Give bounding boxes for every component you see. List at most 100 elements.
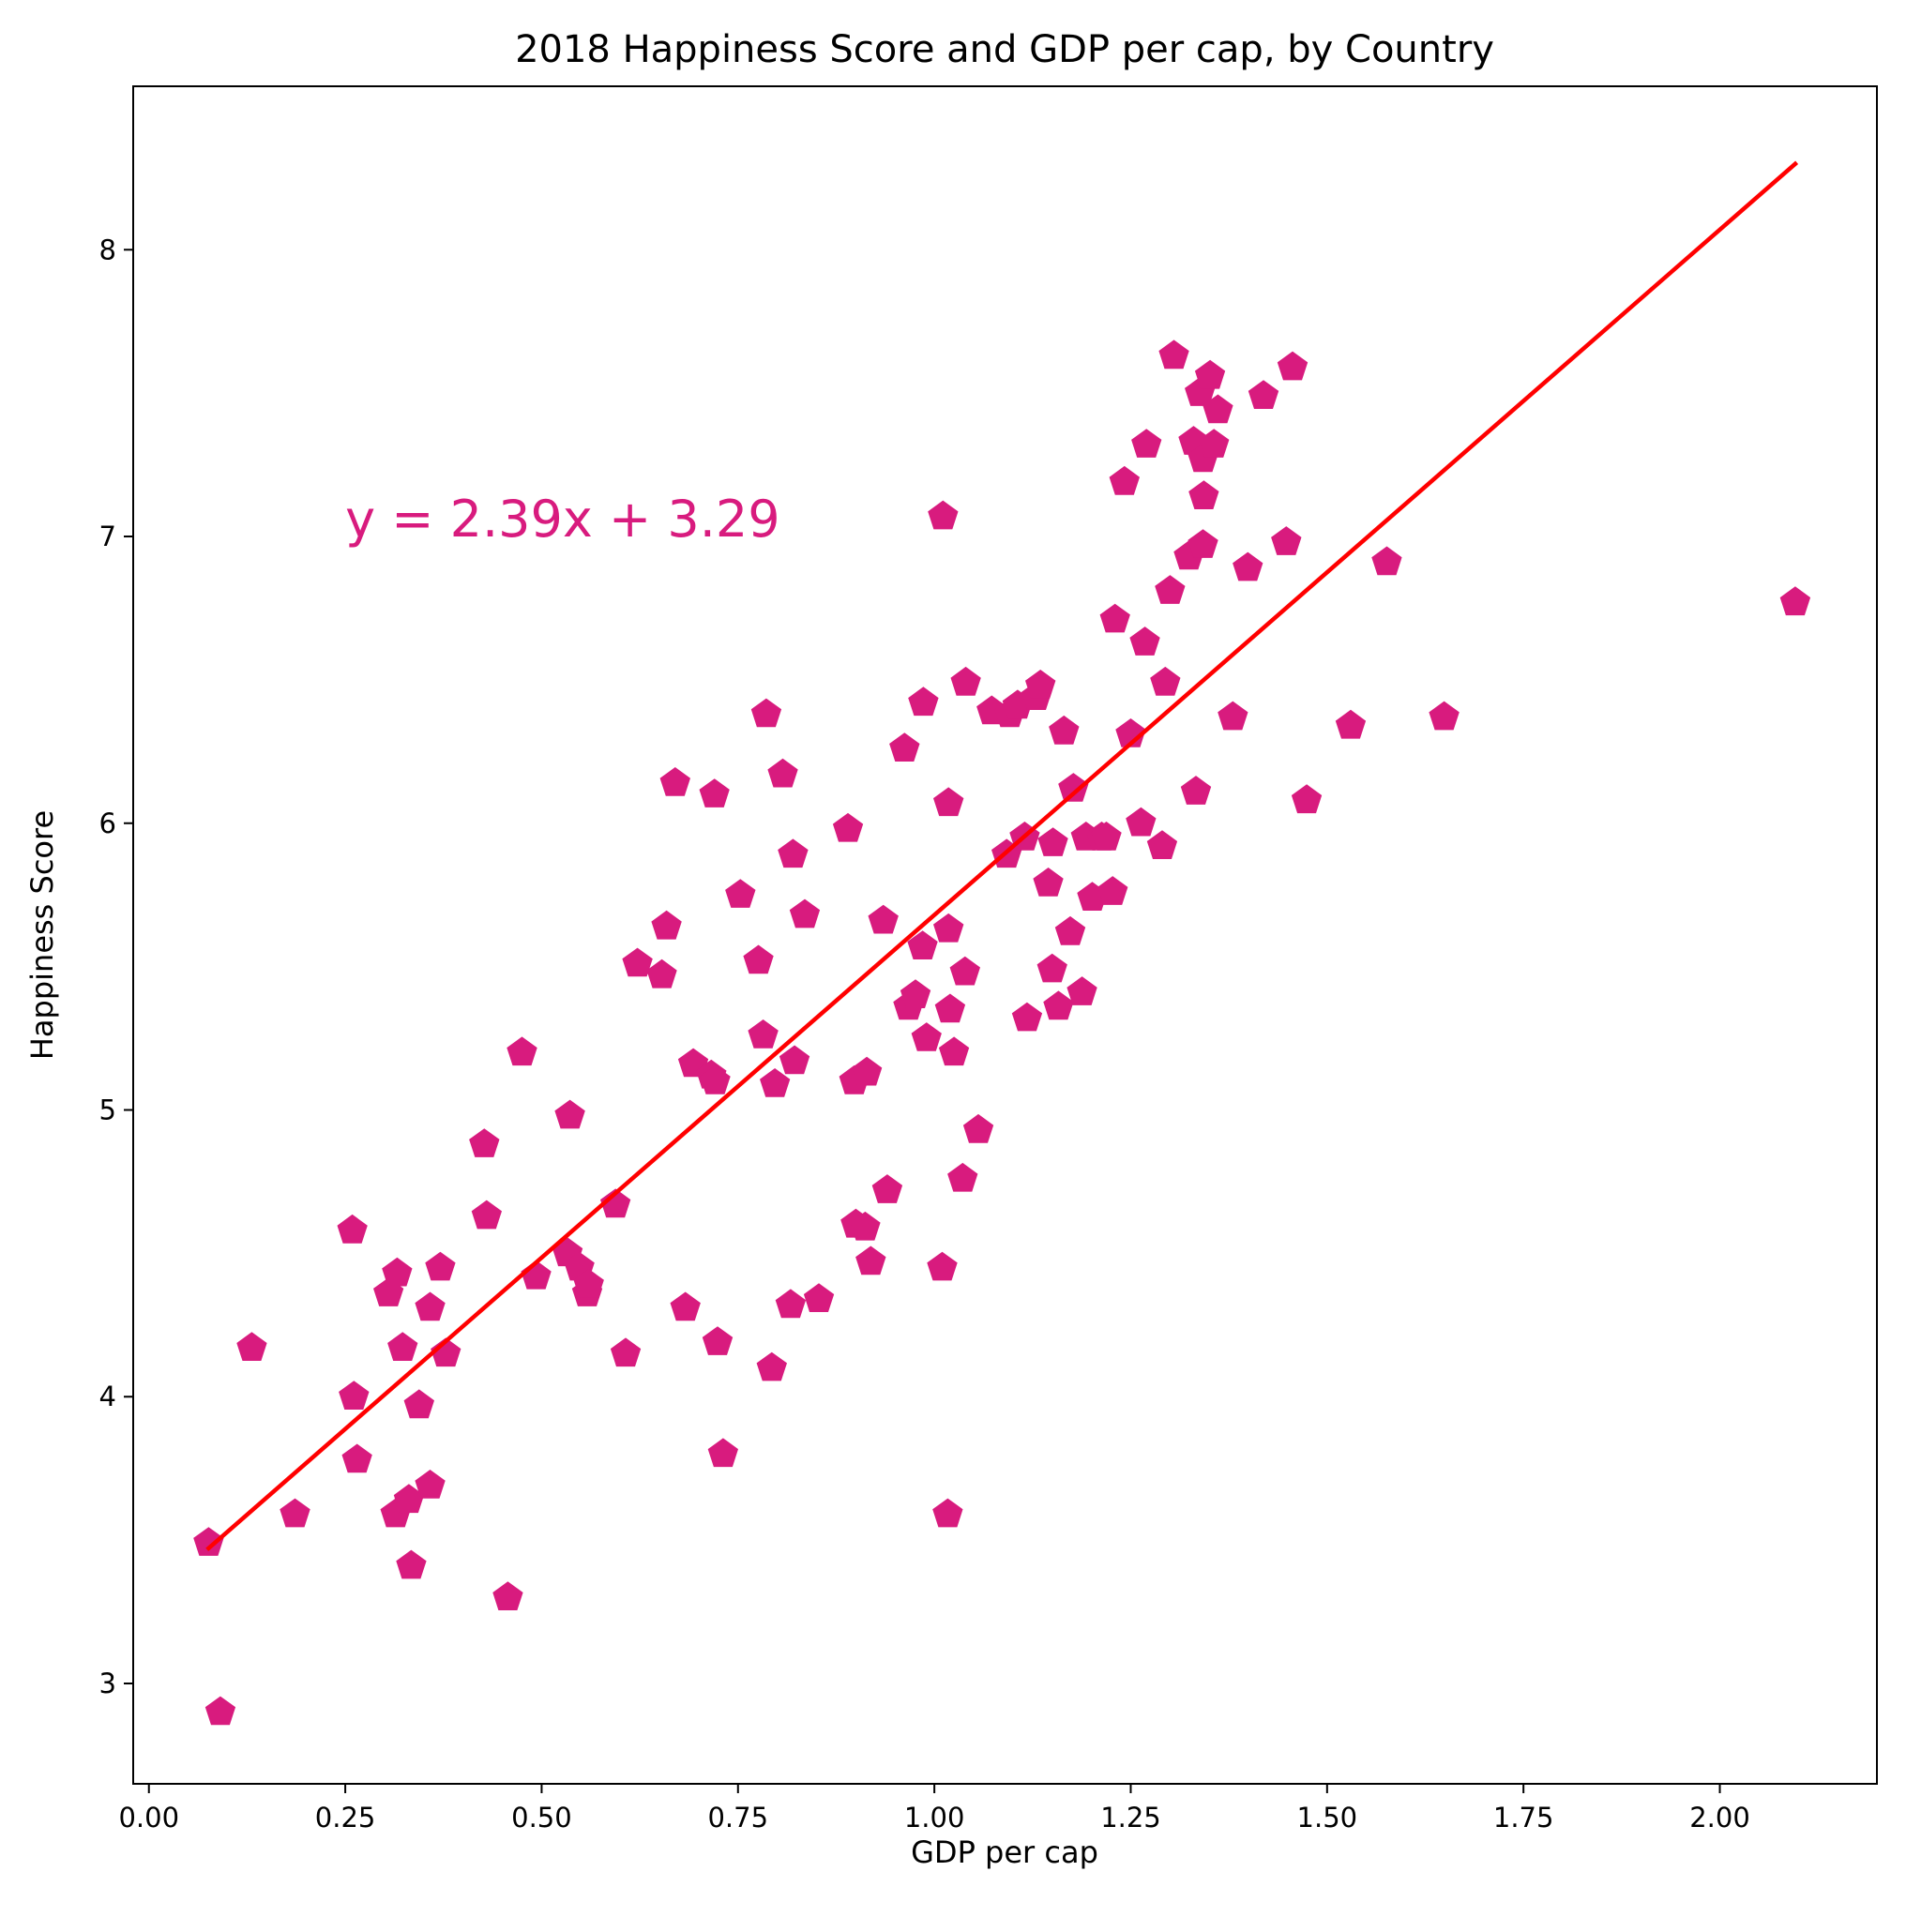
data-point xyxy=(1248,380,1279,409)
data-point xyxy=(1218,701,1248,731)
data-point xyxy=(1091,822,1122,851)
x-axis-label: GDP per cap xyxy=(911,1834,1098,1870)
data-point xyxy=(339,1381,370,1410)
data-point xyxy=(1335,709,1367,739)
data-point xyxy=(1025,670,1056,699)
data-point xyxy=(1036,953,1067,983)
data-point xyxy=(554,1099,585,1129)
x-tick-label: 1.50 xyxy=(1297,1802,1358,1834)
data-point xyxy=(1058,773,1089,802)
data-point xyxy=(778,838,809,868)
data-point xyxy=(1146,830,1178,859)
data-point xyxy=(1115,718,1146,747)
y-tick-label: 7 xyxy=(99,521,116,552)
data-point xyxy=(1126,807,1157,837)
data-point xyxy=(492,1581,523,1610)
data-point xyxy=(1037,827,1068,856)
data-point xyxy=(743,944,774,974)
data-point xyxy=(425,1251,456,1281)
data-point xyxy=(900,979,931,1008)
data-point xyxy=(382,1257,413,1287)
data-point xyxy=(855,1245,886,1275)
data-point xyxy=(1150,666,1181,696)
data-point xyxy=(622,947,653,977)
data-point xyxy=(934,993,966,1023)
data-point xyxy=(193,1527,224,1556)
x-tick-label: 0.00 xyxy=(118,1802,179,1834)
data-point xyxy=(928,500,959,530)
data-point xyxy=(1180,776,1212,805)
data-point xyxy=(396,1549,427,1579)
data-point xyxy=(431,1337,461,1367)
data-point xyxy=(1203,394,1233,424)
data-point xyxy=(1109,465,1140,495)
data-point xyxy=(204,1696,236,1726)
x-tick-label: 1.75 xyxy=(1493,1802,1554,1834)
y-tick-label: 6 xyxy=(99,808,116,839)
data-point xyxy=(702,1326,734,1355)
data-point xyxy=(852,1056,883,1086)
data-point xyxy=(803,1283,835,1312)
data-point xyxy=(1155,575,1186,604)
data-point xyxy=(1187,529,1218,558)
data-point xyxy=(1054,915,1086,945)
data-point xyxy=(938,1036,970,1066)
data-point xyxy=(1033,868,1064,897)
data-point xyxy=(1097,876,1128,905)
data-point xyxy=(646,958,677,989)
data-point xyxy=(907,930,938,959)
data-point xyxy=(341,1443,372,1473)
data-point xyxy=(670,1291,701,1321)
x-tick-label: 1.25 xyxy=(1100,1802,1161,1834)
y-axis: 3 4 5 6 7 8 xyxy=(99,234,133,1699)
data-point xyxy=(927,1251,958,1281)
data-point xyxy=(748,1019,779,1049)
data-point xyxy=(1066,976,1097,1005)
data-point xyxy=(950,666,981,696)
data-point xyxy=(471,1200,502,1230)
data-point xyxy=(1011,1002,1043,1032)
x-axis: 0.00 0.25 0.50 0.75 1.00 1.25 1.50 1.75 2.00 xyxy=(118,1784,1750,1834)
data-point xyxy=(707,1438,738,1468)
data-point xyxy=(236,1332,267,1361)
y-tick-label: 5 xyxy=(99,1094,116,1126)
data-point xyxy=(651,910,682,940)
data-point xyxy=(393,1484,425,1514)
data-point xyxy=(1158,340,1189,370)
data-point xyxy=(947,1162,978,1192)
x-tick-label: 0.50 xyxy=(511,1802,572,1834)
data-point xyxy=(1049,715,1080,745)
data-point xyxy=(949,956,980,986)
data-point xyxy=(387,1332,418,1361)
data-point xyxy=(775,1289,807,1319)
y-tick-label: 8 xyxy=(99,234,116,265)
data-point xyxy=(469,1128,500,1157)
data-point xyxy=(908,687,939,717)
data-point xyxy=(962,1113,994,1143)
data-point xyxy=(932,1498,963,1528)
regression-equation-label: y = 2.39x + 3.29 xyxy=(345,490,780,549)
data-point xyxy=(850,1211,881,1241)
data-point xyxy=(1277,351,1308,381)
data-point xyxy=(600,1188,631,1218)
data-point xyxy=(760,1068,791,1097)
data-point xyxy=(415,1470,446,1499)
y-tick-label: 4 xyxy=(99,1381,116,1412)
data-point xyxy=(573,1269,604,1298)
data-point xyxy=(1271,526,1302,555)
data-point xyxy=(767,758,798,788)
y-axis-label: Happiness Score xyxy=(24,810,60,1060)
data-point xyxy=(1371,546,1402,576)
data-point xyxy=(725,879,756,908)
data-point xyxy=(1099,603,1130,633)
data-point xyxy=(337,1214,368,1244)
data-point xyxy=(933,787,964,817)
data-point xyxy=(1779,586,1811,616)
x-tick-label: 0.25 xyxy=(315,1802,376,1834)
regression-line xyxy=(205,160,1799,1551)
data-point xyxy=(1429,701,1460,731)
data-point xyxy=(1188,480,1219,509)
chart-title: 2018 Happiness Score and GDP per cap, by… xyxy=(515,28,1494,71)
data-point xyxy=(1131,429,1162,458)
